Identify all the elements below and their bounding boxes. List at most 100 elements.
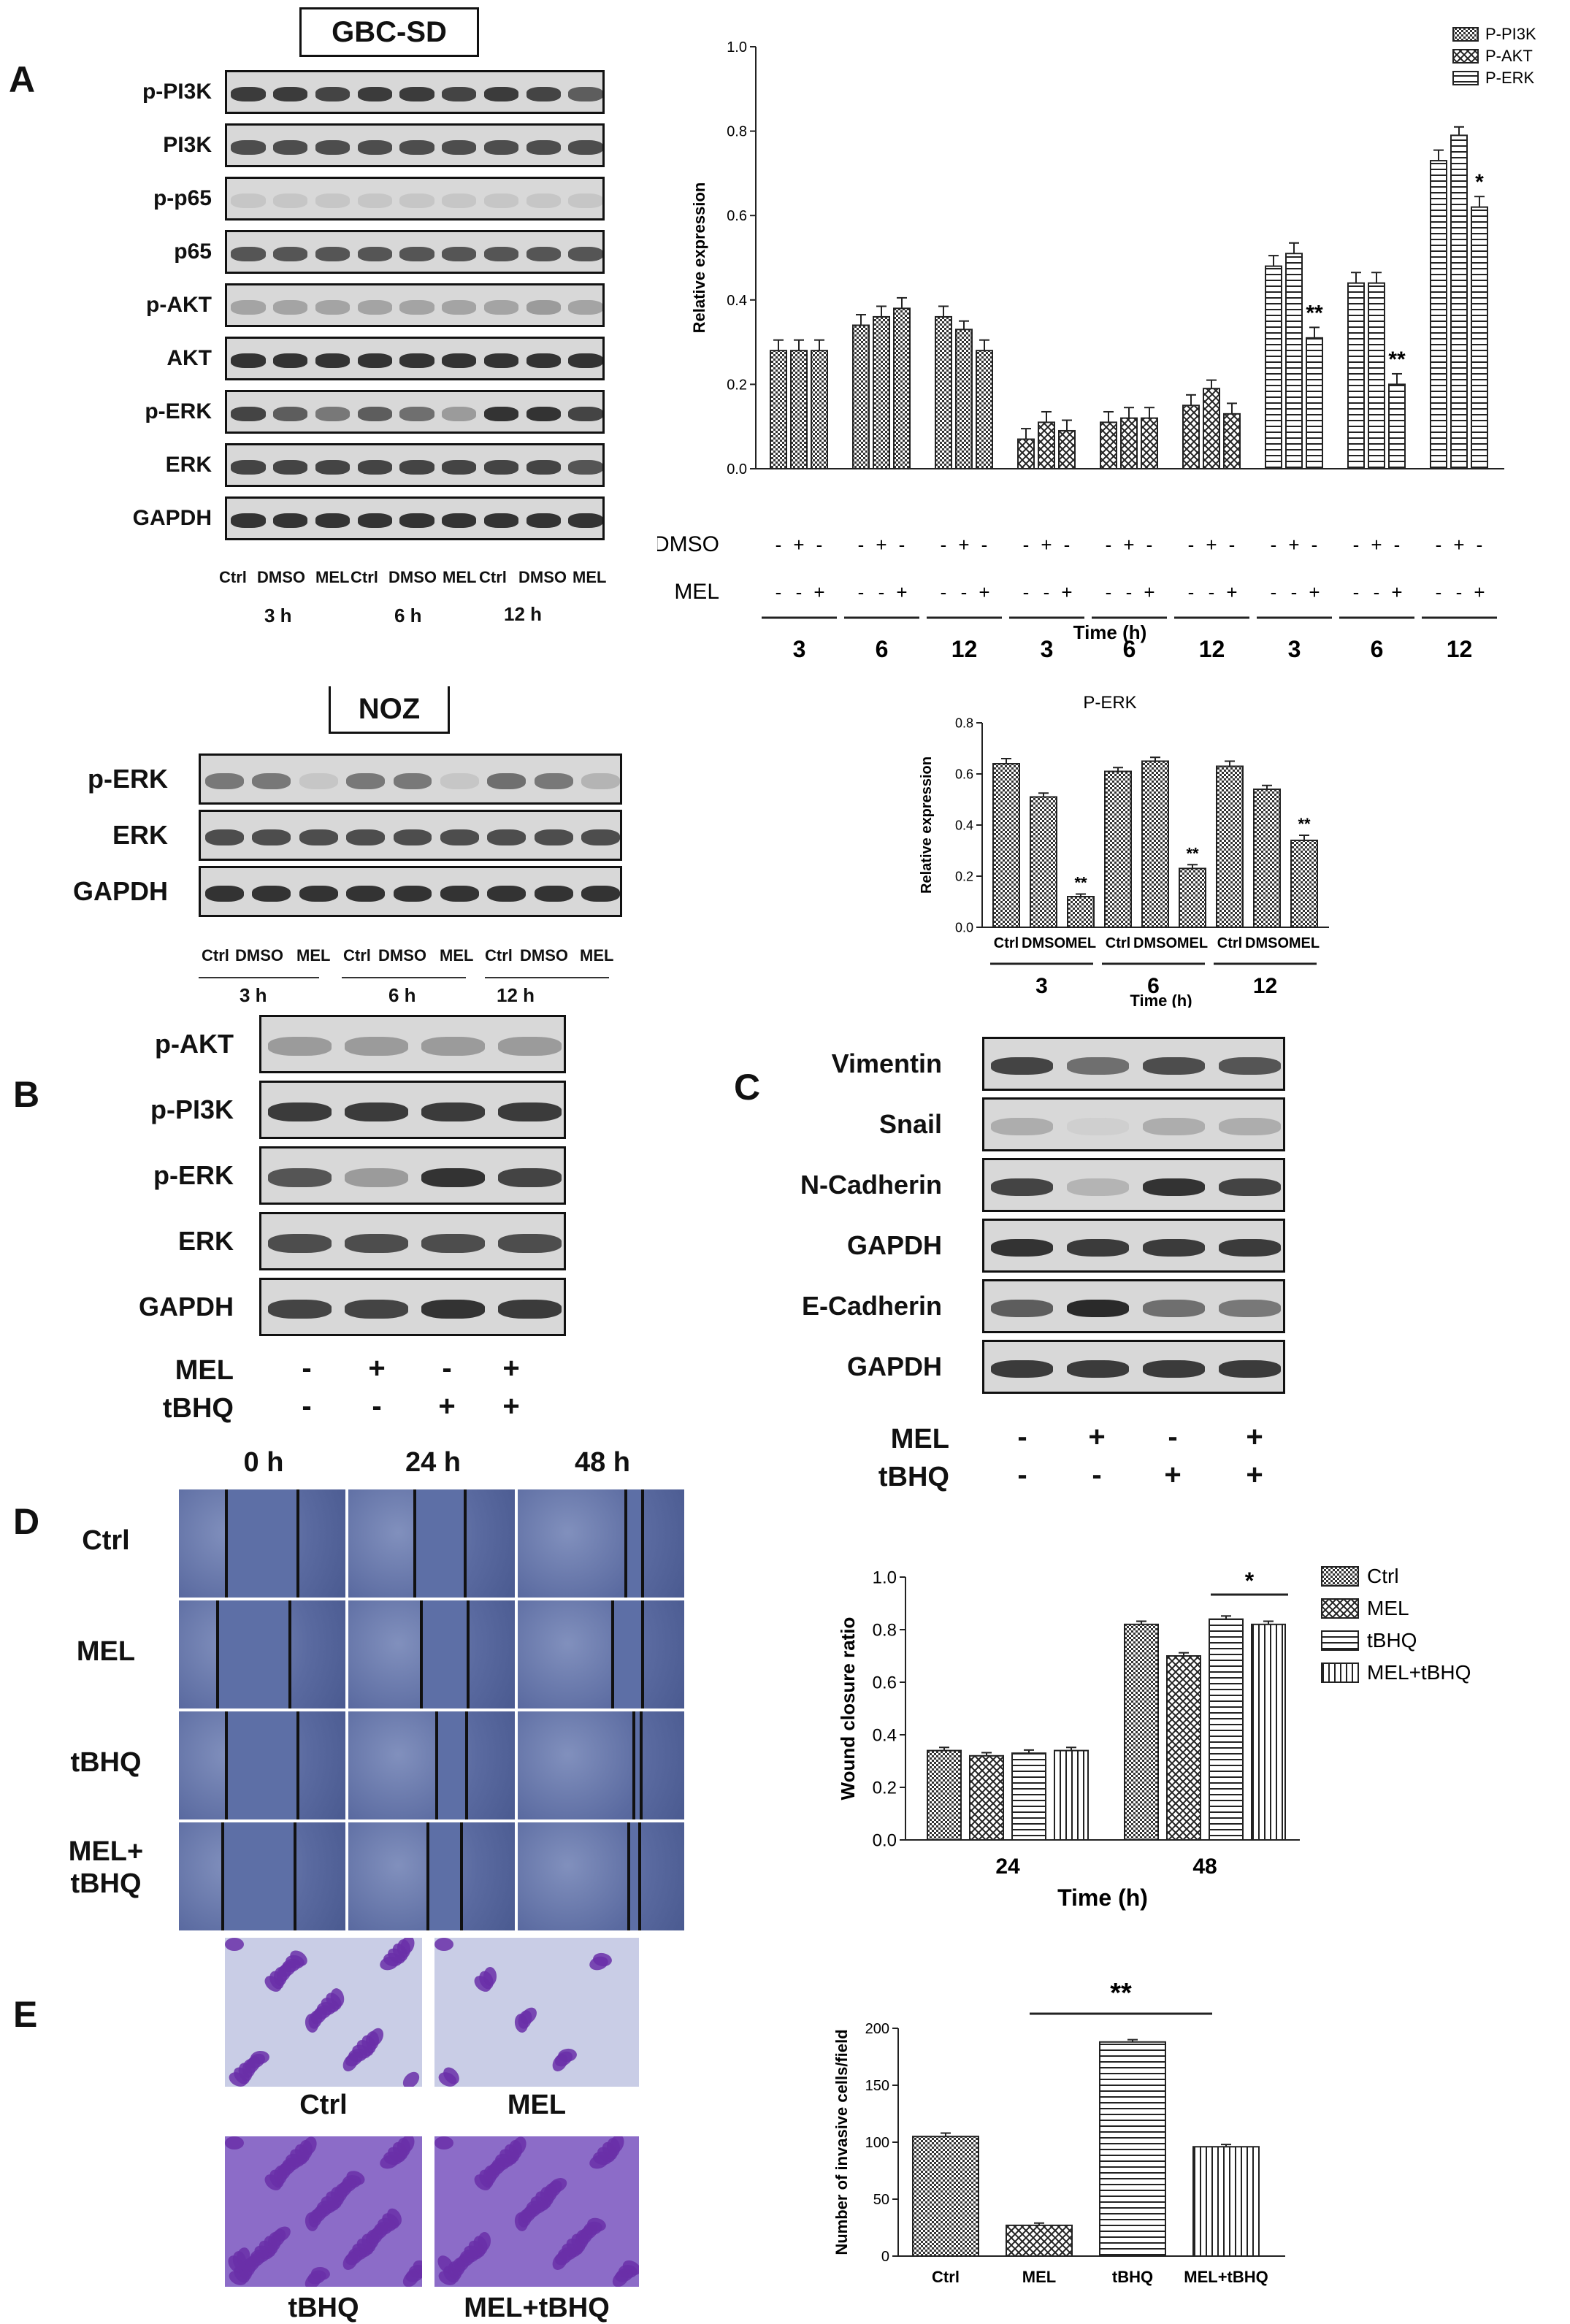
blot-band: [498, 1234, 562, 1253]
wound-edge-line: [221, 1822, 225, 1930]
bar-mel: [969, 1754, 1004, 1841]
group-label: 12: [1253, 974, 1277, 998]
treatment-sign: -: [1374, 581, 1380, 603]
invasion-image-tile: [225, 1938, 422, 2087]
bar-p-erk: [1265, 265, 1282, 469]
wound-gap: [224, 1489, 300, 1598]
wound-image-tile: [348, 1600, 515, 1709]
lane-label-ctrl: Ctrl: [351, 568, 378, 586]
time-label: 12 h: [504, 603, 543, 625]
category-label: MEL: [1065, 935, 1096, 951]
treatment-sign: +: [1206, 534, 1217, 556]
blot-band: [252, 772, 291, 790]
wound-edge-line: [637, 1822, 641, 1930]
y-axis-label: Relative expression: [919, 756, 935, 894]
treatment-sign: -: [981, 534, 988, 556]
blot-band: [315, 353, 351, 368]
blot-label-p-p65-2: p-p65: [153, 186, 212, 210]
bar-ctrl: [1216, 765, 1244, 928]
blot-band: [483, 140, 519, 155]
y-tick-label: 0.2: [873, 1778, 897, 1798]
x-axis-label: Time (h): [1057, 1884, 1148, 1911]
wound-edge-line: [467, 1600, 470, 1709]
treatment-label-tbhq: tBHQ: [162, 1393, 234, 1424]
treatment-sign: -: [1044, 581, 1050, 603]
wound-image-tile: [348, 1711, 515, 1819]
blot-strip-akt-5: [225, 337, 605, 380]
blot-label-p-pi3k-1: p-PI3K: [150, 1094, 234, 1124]
y-tick-label: 0.4: [955, 818, 973, 832]
invasive-cell: [434, 1938, 453, 1951]
blot-band: [1218, 1360, 1281, 1378]
treatment-sign: -: [878, 581, 885, 603]
category-label: MEL: [1177, 935, 1208, 951]
legend-label: MEL: [1367, 1597, 1409, 1619]
noz-title: NOZ: [329, 686, 450, 734]
blot-band: [357, 353, 392, 368]
treatment-sign: +: [1041, 534, 1052, 556]
blot-band: [421, 1037, 485, 1056]
blot-strip-p65-3: [225, 230, 605, 274]
invasion-image-tile: [434, 2136, 639, 2287]
blot-strip-pi3k-1: [225, 123, 605, 167]
blot-band: [346, 829, 385, 846]
lane-label-dmso: DMSO: [518, 568, 567, 586]
wound-gap: [413, 1489, 467, 1598]
blot-strip-gapdh-3: [982, 1219, 1285, 1273]
wound-image-tile: [179, 1822, 345, 1930]
blot-band: [268, 1168, 332, 1187]
blot-strip-p-akt-0: [259, 1015, 566, 1073]
treatment-sign: +: [979, 581, 989, 603]
y-tick-label: 0: [881, 2249, 889, 2265]
invasion-image-label: Ctrl: [299, 2090, 348, 2120]
blot-band: [268, 1037, 332, 1056]
bar-mel-tbhq: [1054, 1749, 1089, 1841]
blot-band: [526, 460, 562, 475]
significance-marker: **: [1306, 301, 1323, 325]
wound-edge-line: [434, 1711, 438, 1819]
blot-band: [345, 1234, 408, 1253]
bar-mel: [1290, 840, 1318, 928]
treatment-sign: +: [793, 534, 804, 556]
y-tick-label: 0.8: [727, 124, 747, 140]
blot-band: [399, 140, 434, 155]
lane-label-mel: MEL: [296, 946, 331, 965]
blot-band: [204, 772, 244, 790]
blot-band: [315, 193, 351, 208]
blot-band: [345, 1102, 408, 1121]
treatment-sign: -: [776, 534, 782, 556]
blot-strip-p-p65-2: [225, 177, 605, 220]
blot-band: [299, 772, 338, 790]
y-axis-label: Relative expression: [690, 183, 708, 334]
blot-label-p65-3: p65: [174, 239, 212, 264]
wound-time-label: 0 h: [243, 1447, 284, 1478]
y-tick-label: 0.2: [727, 377, 747, 393]
legend-swatch: [1321, 1566, 1359, 1587]
blot-band: [272, 87, 308, 101]
blot-band: [498, 1300, 562, 1319]
category-label: Ctrl: [1217, 935, 1242, 951]
legend-swatch: [1321, 1630, 1359, 1651]
significance-marker: **: [1074, 874, 1087, 892]
lane-label-ctrl: Ctrl: [343, 946, 371, 965]
blot-strip-gapdh-2: [199, 866, 622, 917]
blot-band: [231, 300, 266, 315]
time-group-label: 12: [1199, 636, 1225, 662]
treatment-sign: -: [1436, 581, 1442, 603]
wound-image-tile: [179, 1489, 345, 1598]
blot-strip-n-cadherin-2: [982, 1158, 1285, 1212]
bar-p-pi3k: [976, 350, 993, 469]
blot-band: [272, 353, 308, 368]
treatment-sign: +: [1088, 1421, 1106, 1453]
blot-band: [440, 772, 479, 790]
wound-edge-line: [224, 1489, 228, 1598]
blot-band: [442, 140, 477, 155]
blot-band: [399, 247, 434, 261]
group-label: 3: [1035, 974, 1048, 998]
blot-band: [272, 407, 308, 421]
treatment-sign: -: [1229, 534, 1236, 556]
blot-band: [357, 407, 392, 421]
blot-band: [272, 193, 308, 208]
blot-band: [1218, 1178, 1281, 1196]
lane-label-dmso: DMSO: [235, 946, 283, 965]
